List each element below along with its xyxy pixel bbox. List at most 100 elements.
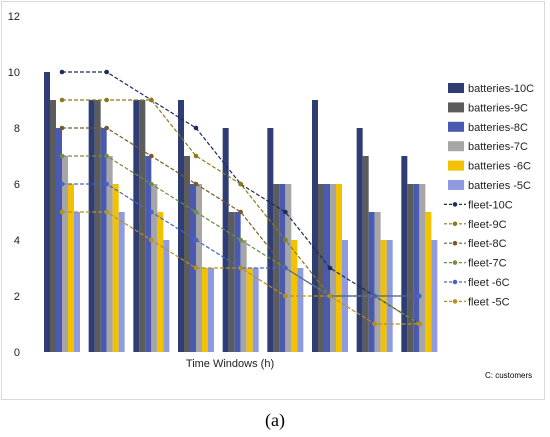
fleet-point xyxy=(283,265,288,271)
fleet-point xyxy=(283,209,288,215)
bar xyxy=(234,212,241,352)
bar xyxy=(139,100,146,352)
bar xyxy=(279,184,286,352)
bar xyxy=(151,184,158,352)
legend-label: batteries -5C xyxy=(468,180,531,192)
bar xyxy=(228,212,235,352)
fleet-point xyxy=(149,237,154,243)
bar xyxy=(318,184,324,352)
legend-marker xyxy=(452,240,458,246)
bar xyxy=(285,184,292,352)
chart-svg: 0 2 4 6 8 10 12 Time Windows (h) batteries-10C… xyxy=(8,11,534,370)
fleet-point xyxy=(104,97,109,103)
fleet-lines xyxy=(59,69,422,327)
fleet-line xyxy=(62,71,420,325)
bar xyxy=(56,128,62,352)
bar xyxy=(74,212,80,352)
bar xyxy=(106,156,113,352)
legend-label: fleet -6C xyxy=(468,277,510,289)
bar xyxy=(273,184,280,352)
legend-label: fleet-9C xyxy=(468,219,507,231)
bar xyxy=(222,128,229,352)
bar xyxy=(324,184,330,352)
bar xyxy=(330,184,336,352)
bar xyxy=(190,184,196,352)
bar xyxy=(145,156,152,352)
legend: batteries-10C batteries-9C batteries-8C bat… xyxy=(444,83,534,308)
customers-note: C: customers xyxy=(485,371,533,380)
bar xyxy=(374,212,381,352)
fleet-point xyxy=(193,265,199,271)
fleet-point xyxy=(283,293,288,299)
fleet-point xyxy=(59,209,65,215)
bar xyxy=(267,128,274,352)
bar xyxy=(291,240,298,352)
fleet-point xyxy=(149,97,154,103)
fleet-point xyxy=(59,181,65,187)
fleet-point xyxy=(238,181,243,187)
bar xyxy=(431,240,438,352)
legend-swatch xyxy=(448,121,464,132)
bar xyxy=(362,156,369,352)
x-axis-label: Time Windows (h) xyxy=(186,358,274,370)
fleet-point xyxy=(104,125,109,131)
fleet-point xyxy=(59,125,65,131)
bar xyxy=(44,72,50,352)
legend-label: batteries-9C xyxy=(468,102,528,114)
fleet-point xyxy=(193,209,199,215)
y-tick-label: 0 xyxy=(14,347,20,359)
fleet-point xyxy=(104,69,109,75)
bar xyxy=(202,268,208,352)
bar xyxy=(157,212,164,352)
legend-swatch xyxy=(448,102,464,113)
bar xyxy=(240,240,247,352)
fleet-point xyxy=(238,237,243,243)
legend-label: batteries-7C xyxy=(468,141,528,153)
y-tick-label: 2 xyxy=(14,291,20,303)
y-tick-label: 6 xyxy=(14,179,20,191)
bar xyxy=(94,100,101,352)
fleet-point xyxy=(238,265,243,271)
legend-label: batteries-8C xyxy=(468,122,528,134)
fleet-point xyxy=(417,321,422,327)
fleet-point xyxy=(372,293,377,299)
bar xyxy=(133,100,140,352)
fleet-point xyxy=(327,265,333,271)
fleet-point xyxy=(417,293,422,299)
legend-swatch xyxy=(448,141,464,152)
y-tick-label: 12 xyxy=(8,11,20,23)
legend-marker xyxy=(452,279,458,285)
bar xyxy=(62,156,68,352)
fleet-point xyxy=(193,181,199,187)
fleet-line xyxy=(62,155,420,325)
fleet-point xyxy=(193,237,199,243)
bar xyxy=(297,268,304,352)
bar xyxy=(407,184,414,352)
legend-swatch xyxy=(448,83,464,93)
bar xyxy=(118,212,125,352)
bar xyxy=(419,184,426,352)
legend-marker xyxy=(452,202,458,207)
fleet-point xyxy=(59,153,65,159)
bar xyxy=(100,128,107,352)
bar xyxy=(368,212,375,352)
bar xyxy=(252,268,259,352)
y-tick-label: 8 xyxy=(14,123,20,135)
fleet-point xyxy=(193,125,199,131)
legend-swatch xyxy=(448,160,464,171)
legend-swatch xyxy=(448,180,464,190)
fleet-point xyxy=(104,153,109,159)
figure-caption: (a) xyxy=(265,410,285,430)
fleet-point xyxy=(372,321,377,327)
bar xyxy=(184,156,190,352)
fleet-point xyxy=(238,209,243,215)
legend-marker xyxy=(452,299,458,304)
fleet-point xyxy=(59,69,65,75)
legend-label: batteries-10C xyxy=(468,83,534,95)
bar xyxy=(336,184,342,352)
legend-label: batteries -6C xyxy=(468,161,531,173)
bar xyxy=(50,100,56,352)
fleet-point xyxy=(149,181,154,187)
legend-marker xyxy=(452,260,458,265)
fleet-point xyxy=(104,181,109,187)
